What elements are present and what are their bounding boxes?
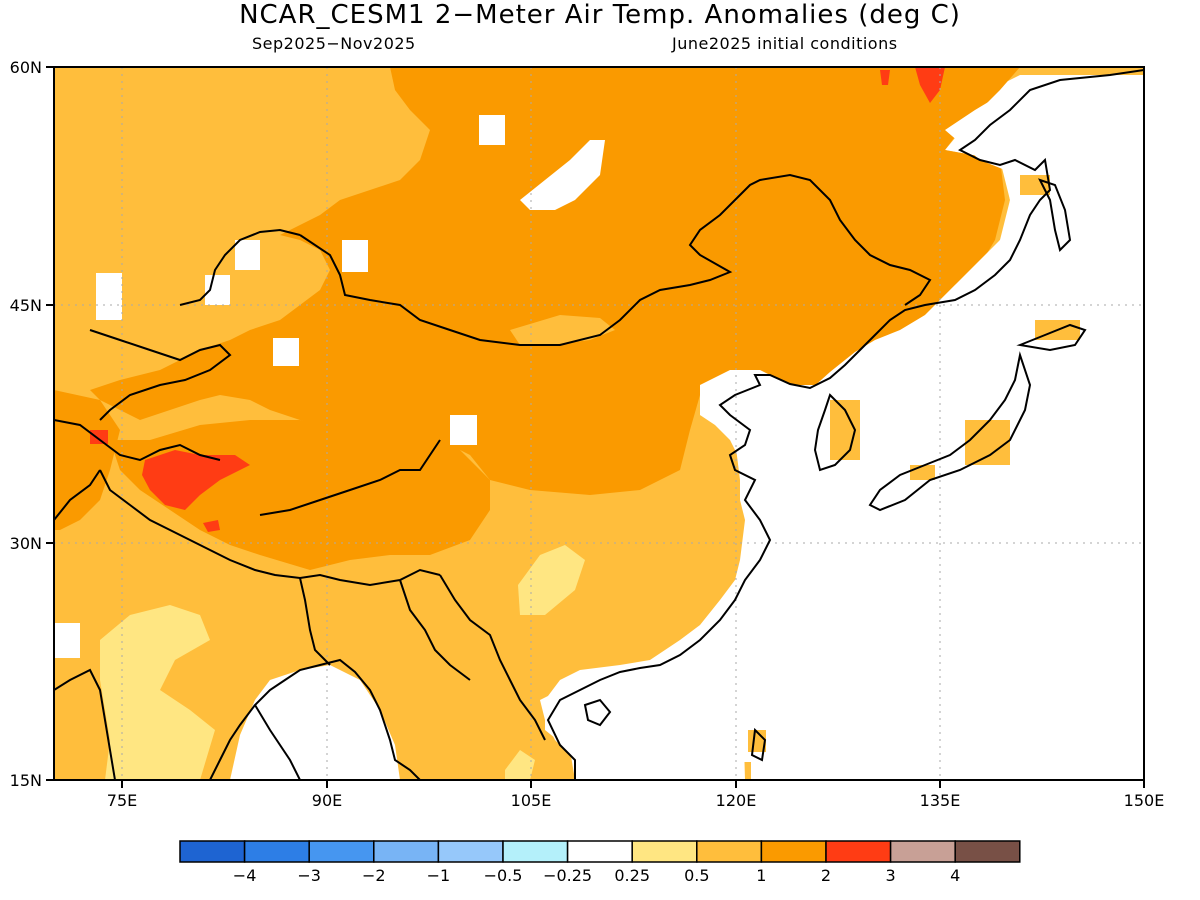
- legend-swatch: [566, 840, 633, 863]
- legend-label: −0.25: [543, 866, 592, 885]
- lat-tick-label: 60N: [10, 58, 42, 77]
- anomaly-band-1-2-west: [54, 390, 120, 530]
- legend-swatch: [243, 840, 310, 863]
- anomaly-band-2-3-siberia: [880, 67, 945, 103]
- legend-label: 0.5: [684, 866, 709, 885]
- legend-label: 3: [886, 866, 896, 885]
- lon-tick-label: 120E: [716, 791, 757, 810]
- anomaly-band-2-3-kashmir: [142, 450, 250, 510]
- anomaly-patch-kyushu: [910, 465, 935, 480]
- legend-swatch: [889, 840, 956, 863]
- legend-labels: −4 −3 −2 −1 −0.5 −0.25 0.25 0.5 1 2 3 4: [233, 866, 960, 885]
- anomaly-white-baikal: [520, 140, 605, 210]
- map-title: NCAR_CESM1 2−Meter Air Temp. Anomalies (…: [239, 0, 961, 30]
- country-borders: [54, 173, 932, 741]
- legend-colorbar: [179, 840, 1021, 863]
- map-frame: [53, 66, 1145, 781]
- anomaly-white-south-china-sea: [540, 600, 745, 780]
- lat-tick-label: 45N: [10, 296, 42, 315]
- lon-tick-label: 90E: [312, 791, 342, 810]
- anomaly-band-0.25-0.5-china: [518, 545, 585, 615]
- lat-axis: 60N 45N 30N 15N: [10, 58, 54, 790]
- legend-label: 2: [821, 866, 831, 885]
- anomaly-white-bay-of-bengal: [230, 665, 400, 780]
- legend-swatch: [825, 840, 892, 863]
- anomaly-white-uvs: [342, 240, 368, 272]
- legend-swatch: [373, 840, 440, 863]
- legend-label: −3: [297, 866, 321, 885]
- forecast-period: Sep2025−Nov2025: [252, 34, 416, 53]
- legend-label: −0.5: [484, 866, 523, 885]
- lon-tick-label: 135E: [920, 791, 961, 810]
- anomaly-band-0.25-0.5-india: [100, 605, 215, 780]
- legend-swatch: [760, 840, 827, 863]
- coastlines: [54, 69, 1144, 780]
- anomaly-white-okhotsk: [680, 75, 1144, 780]
- legend-swatch: [179, 840, 246, 863]
- anomaly-field: [54, 67, 1144, 780]
- legend-label: 4: [950, 866, 960, 885]
- anomaly-white-issyk: [273, 338, 299, 366]
- anomaly-patch-japan-2: [965, 420, 1010, 465]
- lat-tick-label: 30N: [10, 534, 42, 553]
- anomaly-band-1-2: [90, 67, 1020, 495]
- anomaly-white-arabian: [54, 623, 80, 658]
- anomaly-white-lake-1: [235, 240, 260, 270]
- legend-label: 1: [756, 866, 766, 885]
- legend-swatch: [308, 840, 375, 863]
- legend-label: −2: [362, 866, 386, 885]
- legend-label: −4: [233, 866, 257, 885]
- legend-swatch: [437, 840, 504, 863]
- anomaly-white-aral: [96, 273, 122, 320]
- anomaly-white-lake-2: [479, 115, 505, 145]
- anomaly-band-2-3-tibet: [203, 520, 220, 532]
- lon-tick-label: 150E: [1124, 791, 1165, 810]
- legend-swatch: [696, 840, 763, 863]
- legend-swatch: [502, 840, 569, 863]
- initial-conditions: June2025 initial conditions: [672, 34, 898, 53]
- legend-swatch: [631, 840, 698, 863]
- legend-label: 0.25: [614, 866, 650, 885]
- legend-swatch: [954, 840, 1021, 863]
- anomaly-band-0.25-0.5-burma: [505, 750, 535, 780]
- lon-tick-label: 105E: [511, 791, 552, 810]
- lon-axis: 75E 90E 105E 120E 135E 150E: [107, 780, 1165, 810]
- anomaly-band-2-3-small: [90, 430, 108, 444]
- anomaly-white-qinghai: [450, 415, 477, 445]
- lat-tick-label: 15N: [10, 771, 42, 790]
- lon-tick-label: 75E: [107, 791, 137, 810]
- legend-label: −1: [427, 866, 451, 885]
